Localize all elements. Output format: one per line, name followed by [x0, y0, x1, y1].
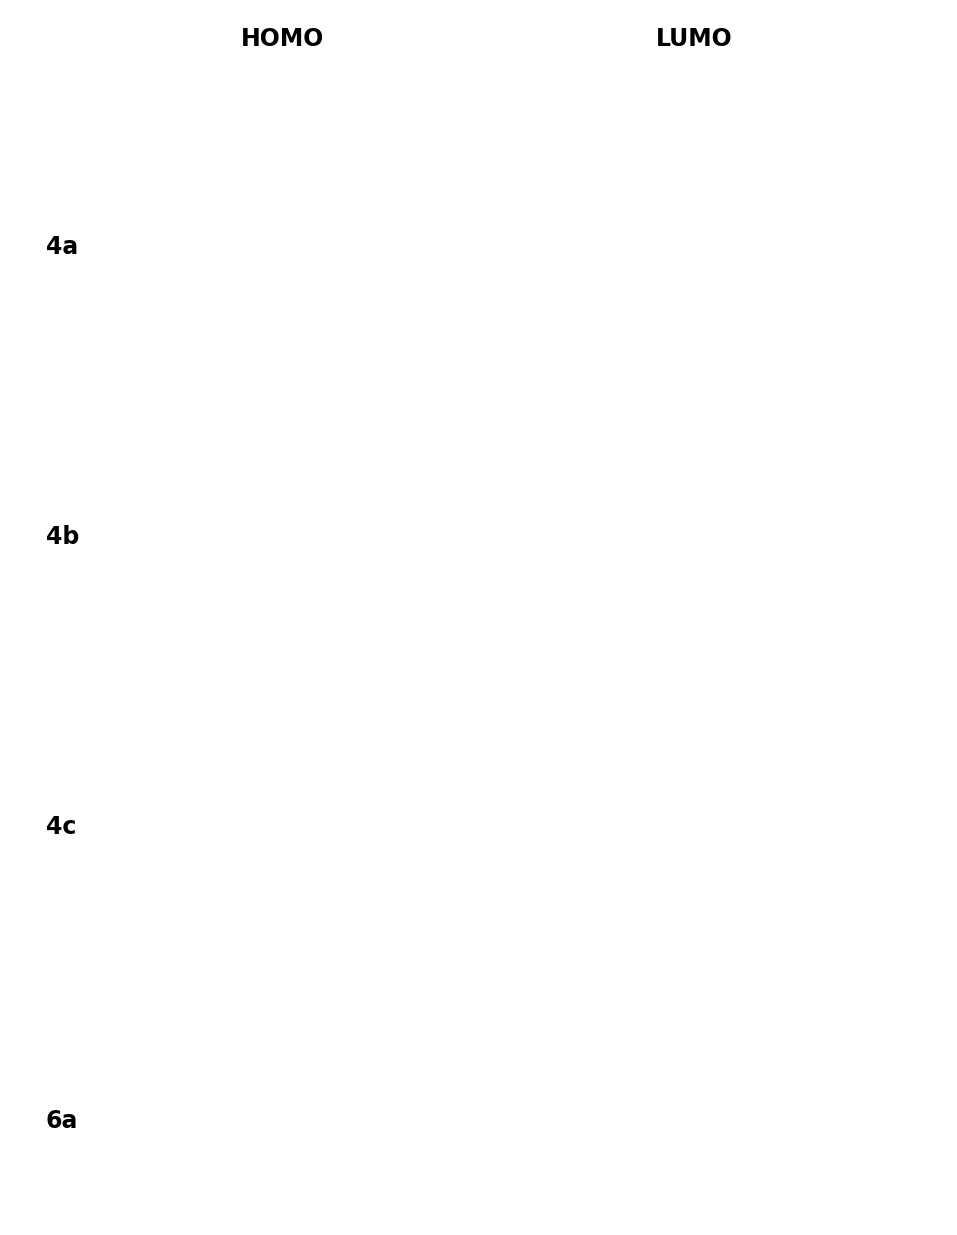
Text: LUMO: LUMO	[656, 27, 732, 51]
Text: 4b: 4b	[46, 525, 79, 550]
Text: 4c: 4c	[46, 815, 77, 840]
Text: 6a: 6a	[46, 1109, 78, 1134]
Text: HOMO: HOMO	[240, 27, 324, 51]
Text: 4a: 4a	[46, 235, 78, 259]
